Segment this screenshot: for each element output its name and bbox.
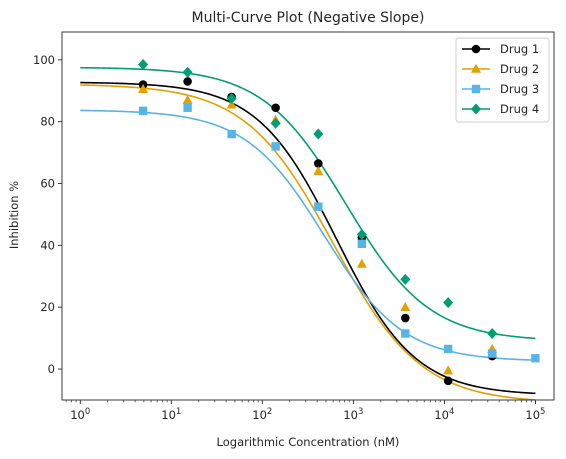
x-axis-label: Logarithmic Concentration (nM)	[217, 435, 400, 449]
legend-marker	[471, 84, 481, 94]
x-tick-label: 102	[252, 407, 272, 422]
data-point-drug3	[443, 344, 453, 354]
data-point-drug1	[314, 159, 323, 168]
fit-curve-3	[80, 109, 536, 361]
legend-marker	[471, 103, 481, 115]
y-tick-label: 0	[48, 362, 55, 376]
data-point-drug2	[400, 302, 411, 312]
legend-entry-drug4: Drug 4	[462, 102, 539, 116]
legend-label: Drug 3	[500, 82, 539, 96]
data-point-drug3	[138, 106, 148, 116]
data-point-drug2	[313, 165, 324, 175]
data-point-drug1	[271, 103, 280, 113]
legend-entry-drug1: Drug 1	[462, 42, 539, 56]
y-tick-label: 60	[40, 177, 55, 191]
y-tick-label: 80	[40, 115, 55, 129]
fit-curve-1	[80, 81, 536, 395]
legend-marker	[471, 63, 481, 73]
legend-entry-drug3: Drug 3	[462, 82, 539, 96]
data-point-drug4	[182, 66, 193, 78]
data-point-drug2	[356, 258, 367, 268]
x-tick-label: 101	[161, 407, 181, 422]
x-tick-label: 100	[70, 407, 90, 422]
plot-inner	[80, 58, 540, 400]
data-point-drug4	[313, 128, 324, 140]
y-tick-label: 100	[33, 53, 55, 67]
legend-label: Drug 4	[500, 102, 539, 116]
x-tick-label: 103	[343, 407, 363, 422]
data-point-drug4	[356, 229, 367, 241]
data-point-drug3	[531, 354, 540, 363]
chart-title: Multi-Curve Plot (Negative Slope)	[192, 10, 425, 26]
fit-curve-4	[80, 66, 536, 340]
legend: Drug 1 Drug 2 Drug 3 Drug 4	[455, 37, 550, 123]
plot-frame	[61, 31, 555, 401]
data-point-drug3	[271, 142, 280, 151]
data-point-drug1	[443, 376, 453, 386]
y-tick-label: 20	[40, 300, 55, 314]
data-point-drug3	[227, 129, 236, 139]
legend-box	[455, 37, 550, 123]
data-point-drug2	[182, 94, 193, 104]
data-point-drug2	[443, 365, 454, 375]
legend-entry-drug2: Drug 2	[462, 62, 539, 76]
legend-marker	[471, 44, 481, 54]
data-point-drug4	[270, 117, 281, 129]
data-point-drug2	[138, 84, 149, 94]
data-point-drug4	[400, 273, 411, 285]
data-point-drug3	[183, 103, 192, 112]
data-point-drug1	[183, 77, 192, 86]
data-point-drug1	[400, 313, 410, 323]
data-point-drug3	[487, 349, 497, 358]
x-tick-label: 105	[525, 407, 545, 422]
data-point-drug4	[138, 58, 149, 70]
axes: 0 20 40 60 80 100 100 101 102 103 104 105	[33, 31, 555, 422]
y-tick-label: 40	[40, 238, 55, 252]
legend-label: Drug 1	[500, 42, 539, 56]
plot-area	[80, 58, 540, 400]
data-point-drug3	[314, 202, 323, 211]
data-point-drug4	[487, 328, 498, 340]
data-point-drug3	[401, 329, 410, 338]
legend-label: Drug 2	[500, 62, 539, 76]
x-tick-label: 104	[434, 407, 454, 422]
fit-curve-2	[80, 84, 536, 400]
data-point-drug4	[443, 297, 454, 309]
y-axis-label: Inhibition %	[7, 181, 21, 249]
data-point-drug4	[226, 92, 237, 104]
data-point-drug3	[357, 239, 367, 249]
